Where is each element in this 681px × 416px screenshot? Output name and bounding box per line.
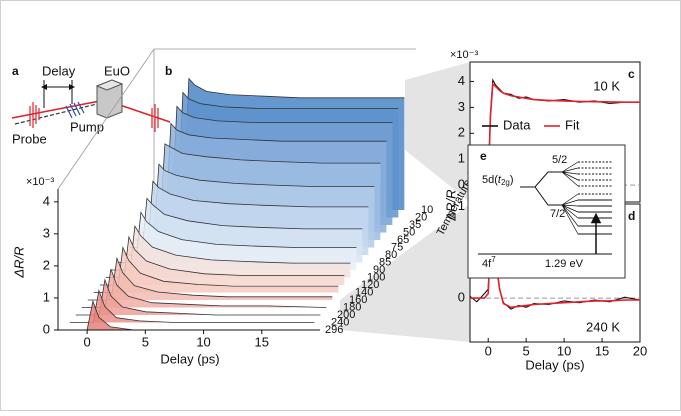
x-tick-label: 10 [557, 343, 571, 358]
level-text: t [498, 174, 502, 186]
y-tick-label: 4 [458, 73, 465, 88]
x-axis-title: Delay (ps) [160, 351, 219, 366]
splitting [520, 171, 562, 206]
panel-label: b [165, 64, 172, 78]
multiplier: ×10⁻³ [450, 49, 478, 61]
trace-area [93, 247, 339, 293]
y-tick-label: 1 [458, 198, 465, 213]
sublevel-links [561, 161, 579, 235]
legend-label: Fit [565, 117, 580, 132]
panel-label: c [628, 67, 635, 81]
ground-label: 4f7 [482, 255, 496, 270]
temperature-label: 160 [349, 294, 367, 306]
trace-area [99, 236, 345, 285]
ground-text: 4f [482, 258, 492, 270]
trace-line [69, 288, 315, 323]
x-tick-label: 15 [255, 334, 269, 349]
y-axis-title: ΔR/R [443, 189, 458, 221]
setup-diagram [11, 79, 171, 132]
temperature-label: 120 [361, 279, 379, 291]
x-tick-label: 20 [633, 343, 647, 358]
delay-label: Delay [42, 63, 76, 78]
temperature-label: 200 [337, 309, 355, 321]
level-subscript: 2g [501, 178, 510, 187]
lower-label: 7/2 [550, 208, 565, 220]
pump-label: Pump [70, 119, 104, 134]
upper-label: 5/2 [552, 154, 567, 166]
temperature-label: 10 [421, 204, 433, 216]
panel-label: e [480, 149, 487, 163]
sample-label: EuO [104, 63, 130, 78]
ground-superscript: 7 [491, 255, 496, 264]
panel-label: a [12, 64, 19, 78]
temperature-label: 140 [355, 286, 373, 298]
temperature-label: 35 [409, 219, 421, 231]
level-text: ) [510, 174, 514, 186]
legend-label: Data [503, 117, 531, 132]
temperature-label: 50 [403, 226, 415, 238]
z-tick-label: 3 [43, 225, 50, 240]
probe-pulse [29, 102, 159, 132]
temperature-label: 85 [379, 256, 391, 268]
temperature-label: 100 [367, 271, 385, 283]
annotation: 240 K [586, 319, 620, 334]
y-tick-label: 3 [458, 99, 465, 114]
multiplier: ×10⁻³ [26, 176, 54, 188]
z-axis-title: ΔR/R [11, 246, 26, 278]
trace-area [63, 301, 309, 330]
energy-label: 1.29 eV [545, 258, 584, 270]
y-tick-label: 0 [458, 290, 465, 305]
x-axis-title: Delay (ps) [525, 357, 584, 372]
zoom-connector [405, 62, 470, 202]
inset-e: e 5d(t2g) 5/2 7/2 4f7 1.29 eV [467, 144, 626, 279]
lower-sublevels [578, 199, 612, 235]
z-tick-label: 1 [43, 289, 50, 304]
level-text: 5d( [482, 174, 498, 186]
z-tick-label: 2 [43, 257, 50, 272]
temperature-label: 75 [391, 241, 403, 253]
y-tick-label: 0 [458, 177, 465, 192]
x-tick-label: 0 [83, 334, 90, 349]
z-tick-label: 4 [43, 193, 50, 208]
temperature-label: 80 [385, 249, 397, 261]
temperature-label: 296 [325, 324, 343, 336]
temperature-label: 65 [397, 234, 409, 246]
trace-area [105, 226, 351, 278]
z-tick-label: 0 [43, 321, 50, 336]
sample-top [95, 79, 124, 91]
x-tick-label: 10 [196, 334, 210, 349]
y-tick-label: 1 [458, 151, 465, 166]
pump-pulse [65, 101, 85, 119]
temperature-label: 20 [415, 211, 427, 223]
y-tick-label: 2 [458, 125, 465, 140]
zoom-connector [340, 204, 470, 342]
upper-sublevels [578, 161, 612, 195]
level-label: 5d(t2g) [482, 174, 514, 187]
panel-label: d [628, 209, 635, 223]
annotation: 10 K [593, 78, 620, 93]
temperature-label: 90 [373, 264, 385, 276]
x-tick-label: 15 [595, 343, 609, 358]
x-tick-label: 0 [485, 343, 492, 358]
temperature-label: 240 [331, 316, 349, 328]
probe-beam [11, 99, 106, 119]
trace-line [75, 278, 321, 316]
x-tick-label: 5 [523, 343, 530, 358]
series-line [470, 224, 640, 309]
x-tick-label: 5 [142, 334, 149, 349]
probe-label: Probe [12, 131, 47, 146]
temperature-label: 180 [343, 301, 361, 313]
